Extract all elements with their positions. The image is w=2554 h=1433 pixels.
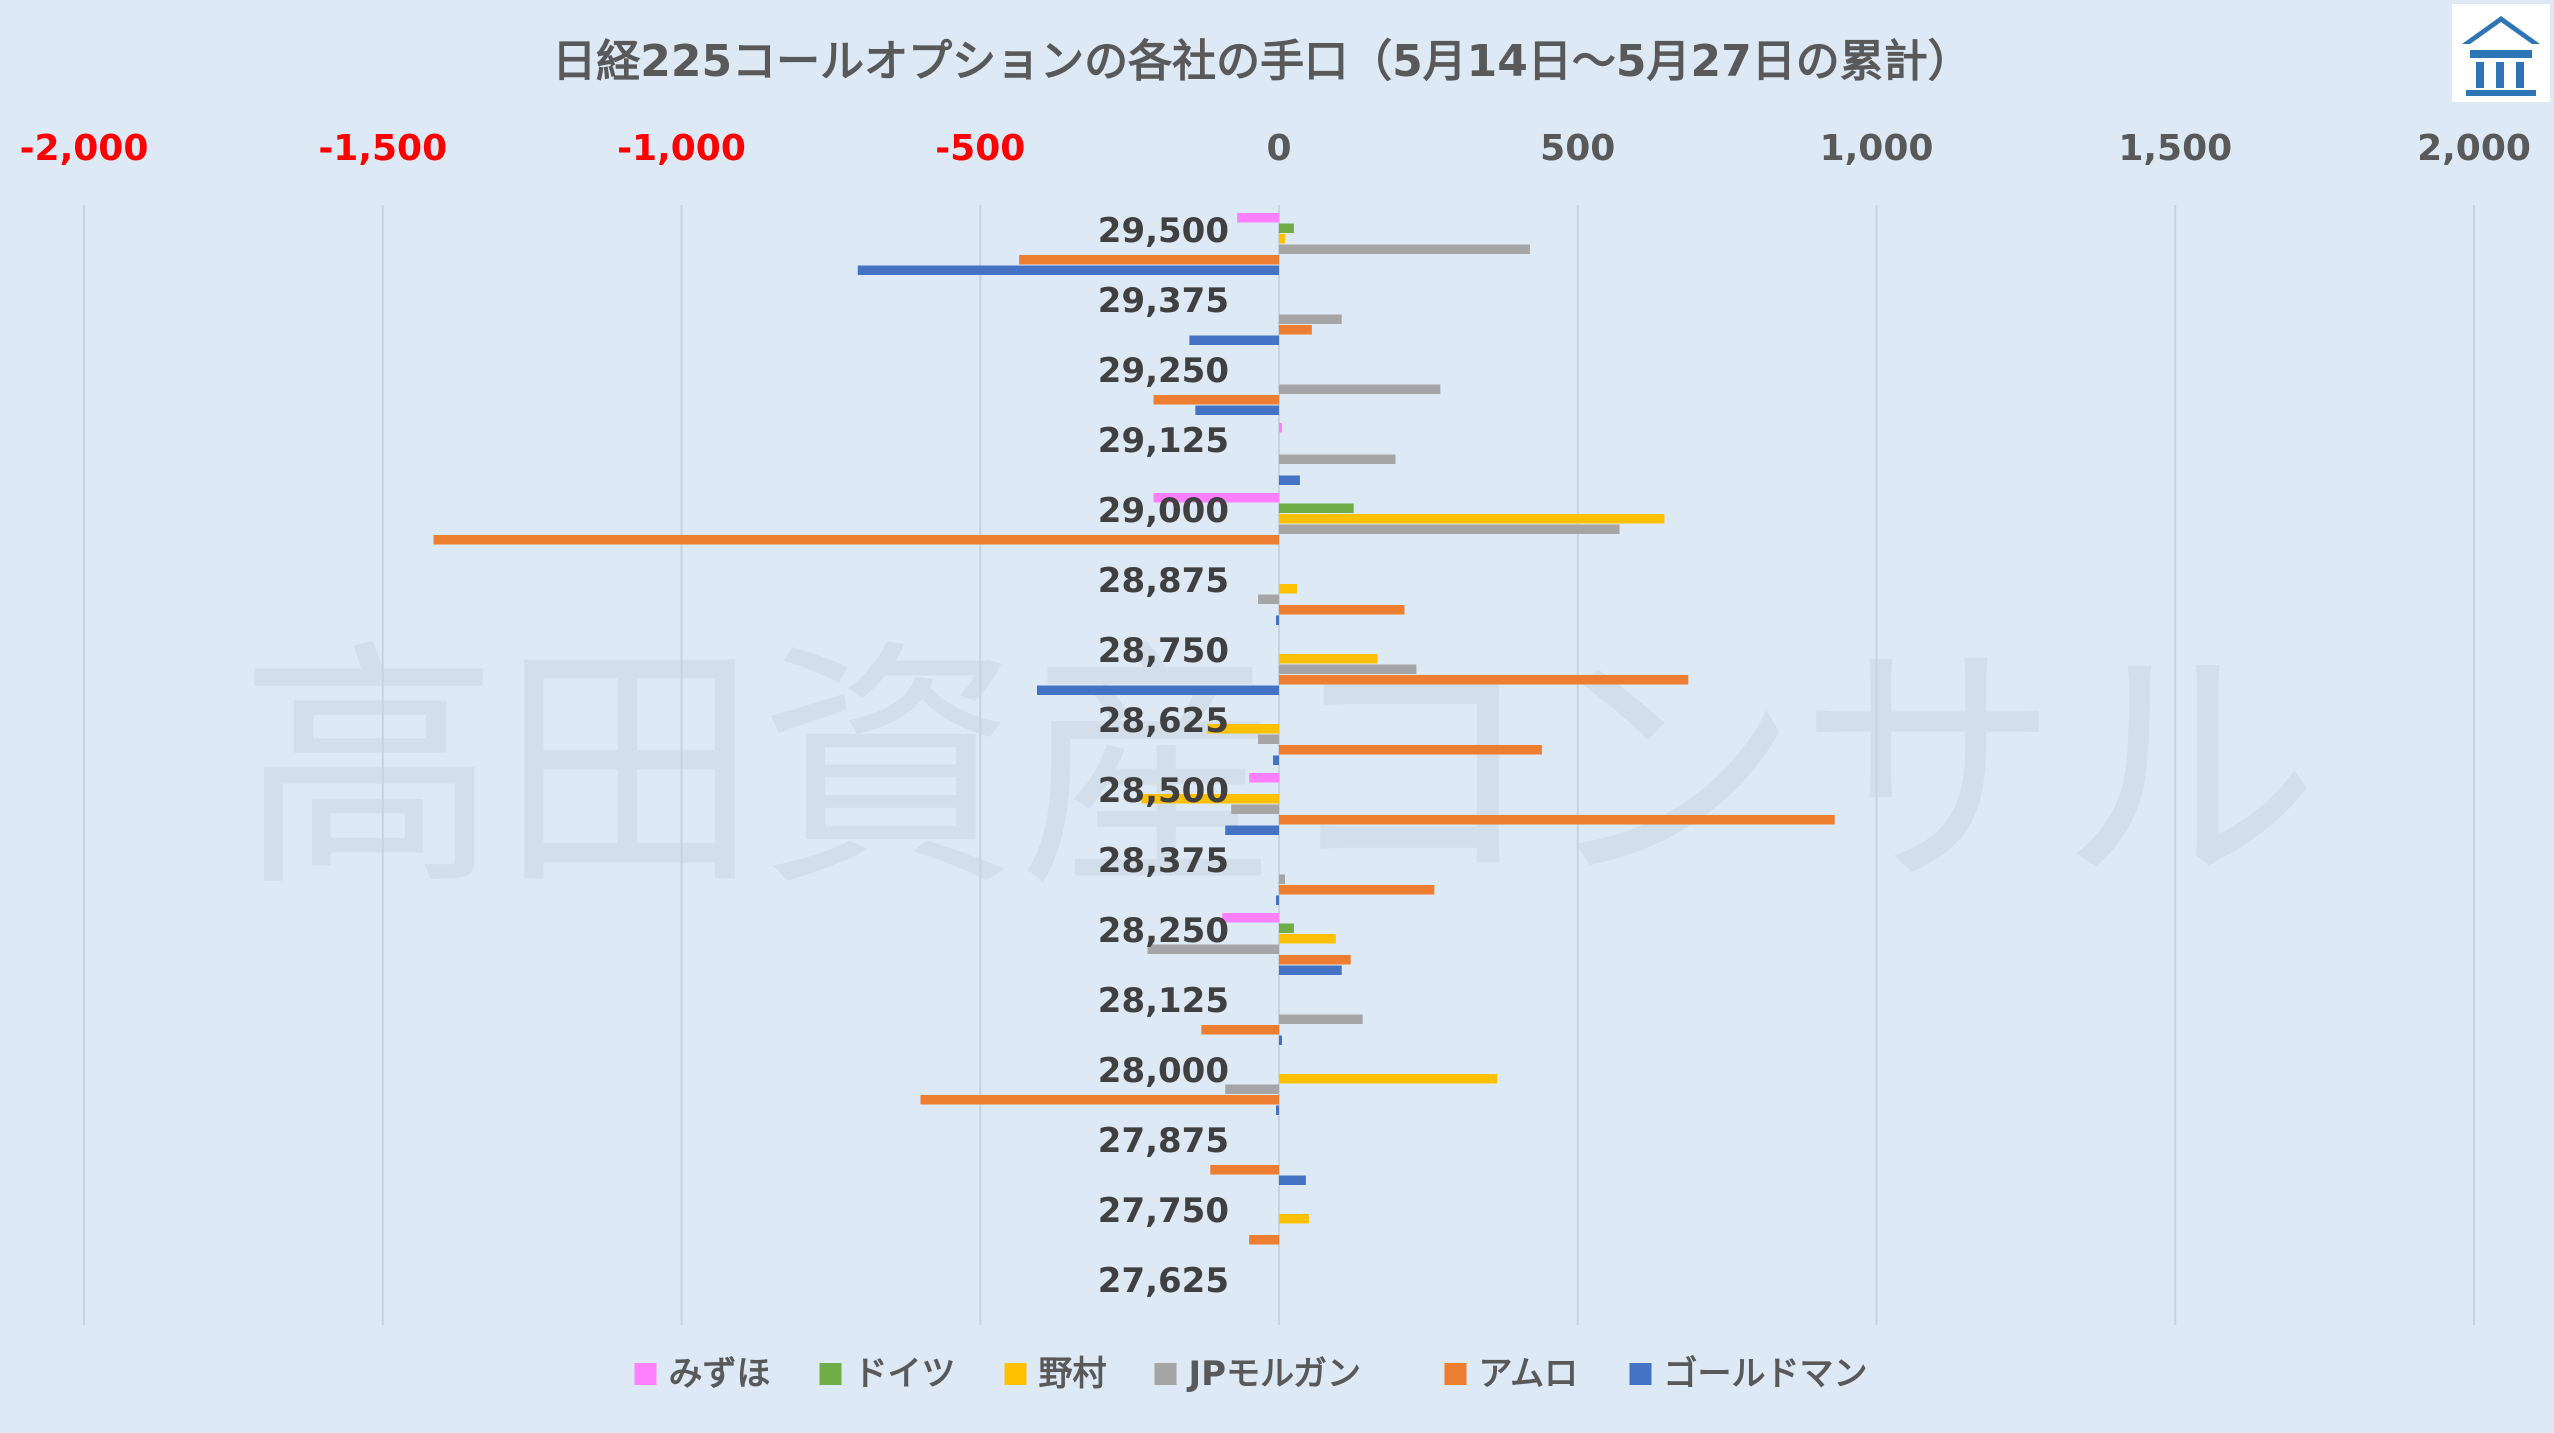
bar xyxy=(1279,923,1294,933)
bar xyxy=(1279,384,1441,394)
x-tick-label: 2,000 xyxy=(2417,128,2531,169)
bar xyxy=(1249,1235,1279,1245)
bar xyxy=(1258,734,1279,744)
logo-icon xyxy=(2452,4,2550,102)
bar xyxy=(1258,594,1279,604)
bar xyxy=(1279,234,1285,244)
bar xyxy=(1279,325,1312,335)
x-tick-label: -1,500 xyxy=(318,128,447,169)
category-label: 28,375 xyxy=(1098,841,1229,881)
bar xyxy=(1279,934,1336,944)
bar xyxy=(1210,1165,1279,1175)
bar xyxy=(433,535,1280,545)
bar xyxy=(1276,895,1279,905)
category-label: 28,625 xyxy=(1098,701,1229,741)
bar xyxy=(1141,794,1279,804)
bar xyxy=(920,1095,1279,1105)
bar xyxy=(1279,675,1689,685)
bar xyxy=(1231,804,1279,814)
category-label: 28,750 xyxy=(1098,631,1229,671)
bar xyxy=(857,265,1279,275)
bar xyxy=(1279,314,1342,324)
category-label: 29,250 xyxy=(1098,351,1229,391)
x-tick-label: -2,000 xyxy=(20,128,149,169)
category-label: 29,000 xyxy=(1098,491,1229,531)
bar xyxy=(1279,1175,1306,1185)
bar xyxy=(1279,244,1530,254)
legend-label: JPモルガン xyxy=(1187,1354,1362,1394)
bar xyxy=(1279,745,1542,755)
x-tick-label: -500 xyxy=(935,128,1025,169)
x-tick-label: 1,000 xyxy=(1820,128,1934,169)
bar xyxy=(1279,815,1835,825)
chart-title: 日経225コールオプションの各社の手口（5月14日～5月27日の累計） xyxy=(552,36,1972,87)
bar xyxy=(1276,1105,1279,1115)
legend-label: アムロ xyxy=(1479,1354,1579,1394)
bar xyxy=(1279,454,1396,464)
bar xyxy=(1225,825,1279,835)
bar xyxy=(1189,335,1279,345)
bar xyxy=(1279,423,1282,433)
bar xyxy=(1279,503,1354,513)
bar xyxy=(1279,1035,1282,1045)
category-label: 28,000 xyxy=(1098,1051,1229,1091)
legend-swatch xyxy=(1629,1363,1652,1385)
bar xyxy=(1153,493,1279,503)
bar xyxy=(1207,724,1279,734)
bar xyxy=(1279,1214,1309,1224)
bar xyxy=(1222,913,1279,923)
bar xyxy=(1279,885,1435,895)
bar xyxy=(1037,685,1279,695)
bar xyxy=(1279,584,1297,594)
bar xyxy=(1273,755,1279,765)
bar xyxy=(1279,654,1378,664)
category-label: 28,500 xyxy=(1098,771,1229,811)
bar xyxy=(1249,773,1279,783)
bar xyxy=(1279,605,1405,615)
bar xyxy=(1279,965,1342,975)
category-label: 28,875 xyxy=(1098,561,1229,601)
bar xyxy=(1279,514,1665,524)
x-tick-label: 0 xyxy=(1266,128,1291,169)
legend-label: ドイツ xyxy=(854,1354,956,1394)
category-label: 29,500 xyxy=(1098,211,1229,251)
x-tick-label: 1,500 xyxy=(2118,128,2232,169)
bar xyxy=(1279,475,1300,485)
bar xyxy=(1237,213,1279,223)
bar xyxy=(1279,1014,1363,1024)
category-label: 27,750 xyxy=(1098,1191,1229,1231)
category-label: 27,875 xyxy=(1098,1121,1229,1161)
legend-swatch xyxy=(1004,1363,1027,1385)
legend-swatch xyxy=(1154,1363,1177,1385)
category-label: 29,125 xyxy=(1098,421,1229,461)
legend-label: 野村 xyxy=(1039,1354,1107,1394)
bar xyxy=(1279,664,1417,674)
legend-label: ゴールドマン xyxy=(1664,1354,1868,1394)
bar xyxy=(1276,615,1279,625)
bar xyxy=(1225,1084,1279,1094)
bar xyxy=(1279,524,1620,534)
bar xyxy=(1279,1074,1498,1084)
legend-swatch xyxy=(1444,1363,1467,1385)
legend-swatch xyxy=(634,1363,657,1385)
bar xyxy=(1019,255,1279,265)
category-label: 29,375 xyxy=(1098,281,1229,321)
bar xyxy=(1279,223,1294,233)
bar xyxy=(1279,874,1285,884)
x-tick-label: -1,000 xyxy=(617,128,746,169)
category-label: 28,125 xyxy=(1098,981,1229,1021)
bar xyxy=(1153,395,1279,405)
bar xyxy=(1201,1025,1279,1035)
bar xyxy=(1147,944,1279,954)
bar xyxy=(1279,955,1351,965)
legend-swatch xyxy=(819,1363,842,1385)
x-tick-label: 500 xyxy=(1540,128,1615,169)
bar xyxy=(1195,405,1279,415)
category-label: 28,250 xyxy=(1098,911,1229,951)
legend-label: みずほ xyxy=(669,1354,771,1394)
category-label: 27,625 xyxy=(1098,1261,1229,1301)
